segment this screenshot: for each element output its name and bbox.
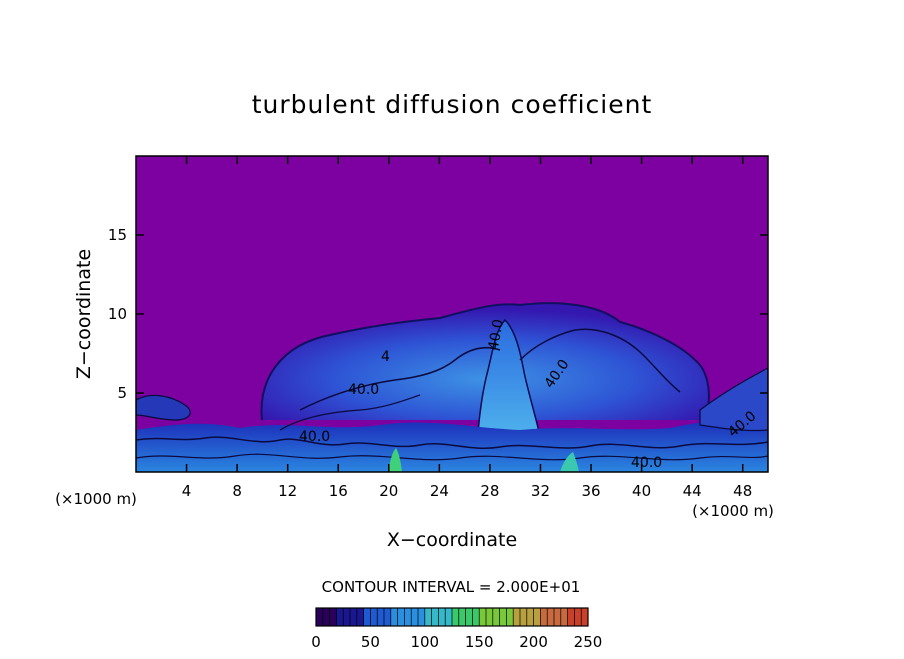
cloud-anvil-outline	[260, 302, 710, 421]
colorbar-cell	[499, 608, 507, 626]
colorbar-cell	[560, 608, 569, 626]
colorbar-tick-label: 0	[311, 633, 321, 651]
y-tick-label: 5	[117, 384, 127, 402]
x-tick-label: 36	[581, 482, 600, 500]
peak-region	[388, 448, 402, 472]
contour-label: 4	[381, 349, 390, 365]
colorbar-cell	[363, 608, 371, 626]
colorbar-cell	[486, 608, 494, 626]
colorbar-cell	[581, 608, 589, 626]
colorbar-cell	[540, 608, 548, 626]
colorbar-cell	[424, 608, 433, 626]
x-axis-label: X−coordinate	[387, 529, 517, 551]
x-tick-label: 32	[531, 482, 550, 500]
x-tick-label: 4	[182, 482, 192, 500]
x-tick-label: 16	[329, 482, 348, 500]
colorbar-cell	[547, 608, 555, 626]
x-tick-label: 12	[278, 482, 297, 500]
colorbar-frame	[315, 607, 589, 627]
colorbar-cell	[404, 608, 412, 626]
inner-contour	[299, 347, 501, 411]
colorbar-cell	[356, 608, 365, 626]
right-feature	[699, 367, 768, 432]
contour-label: 40.0	[299, 429, 330, 445]
colorbar-tick-label: 150	[465, 633, 494, 651]
x-tick-label: 48	[733, 482, 752, 500]
colorbar-cell	[554, 608, 562, 626]
inner-contour-3	[279, 394, 421, 431]
chart-title: turbulent diffusion coefficient	[252, 90, 653, 119]
x-unit-left: (×1000 m)	[55, 490, 137, 508]
x-tick-label: 20	[379, 482, 398, 500]
boundary-contour-2	[136, 453, 768, 461]
colorbar-cell	[316, 608, 324, 626]
x-tick-label: 24	[430, 482, 449, 500]
x-tick-label: 40	[632, 482, 651, 500]
contour-label: 40.0	[348, 382, 379, 398]
colorbar-cell	[574, 608, 582, 626]
colorbar-tick-label: 100	[410, 633, 439, 651]
colorbar-cell	[438, 608, 446, 626]
colorbar-cell	[513, 608, 521, 626]
colorbar-cell	[384, 608, 392, 626]
colorbar-cell	[506, 608, 514, 626]
colorbar-cell	[567, 608, 575, 626]
colorbar-cell	[465, 608, 473, 626]
colorbar-cell	[418, 608, 426, 626]
colorbar-cell	[336, 608, 344, 626]
colorbar-tick-label: 250	[574, 633, 603, 651]
x-axis-ticks: 4 8 12 16 20 24 28 32 36 40 44 48	[182, 156, 752, 500]
x-unit-right: (×1000 m)	[692, 502, 774, 520]
colorbar-cell	[492, 608, 501, 626]
y-axis-ticks: 5 10 15	[108, 226, 768, 402]
colorbar-cell	[411, 608, 419, 626]
colorbar-cell	[397, 608, 405, 626]
plot-area	[136, 156, 768, 472]
updraft-outline	[474, 318, 549, 472]
colorbar-cell	[377, 608, 385, 626]
colorbar-ticks: 0 50 100 150 200 250	[311, 633, 602, 651]
colorbar-cell	[526, 608, 535, 626]
colorbar-cell	[452, 608, 460, 626]
colorbar-cell	[322, 608, 331, 626]
colorbar-cell	[390, 608, 399, 626]
y-tick-label: 15	[108, 226, 127, 244]
colorbar-cell	[445, 608, 453, 626]
contour-label: 40.0	[486, 318, 507, 351]
cloud-anvil	[261, 303, 709, 420]
colorbar-tick-label: 200	[519, 633, 548, 651]
colorbar-cell	[350, 608, 358, 626]
colorbar-cell	[458, 608, 467, 626]
x-tick-label: 28	[480, 482, 499, 500]
colorbar-cell	[329, 608, 337, 626]
boundary-contour	[136, 436, 768, 449]
contour-label: 40.0	[631, 455, 662, 471]
colorbar-cell	[479, 608, 487, 626]
x-tick-label: 8	[232, 482, 242, 500]
x-tick-label: 44	[683, 482, 702, 500]
peak-region-2	[560, 452, 579, 472]
inner-contour-2	[519, 328, 681, 393]
colorbar-cell	[431, 608, 439, 626]
colorbar	[315, 607, 589, 627]
colorbar-cell	[370, 608, 378, 626]
colorbar-cell	[472, 608, 480, 626]
colorbar-cell	[520, 608, 528, 626]
colorbar-tick-label: 50	[361, 633, 380, 651]
y-tick-label: 10	[108, 305, 127, 323]
colorbar-cell	[533, 608, 541, 626]
contour-interval: CONTOUR INTERVAL = 2.000E+01	[322, 578, 581, 596]
y-axis-label: Z−coordinate	[73, 249, 95, 379]
left-feature	[136, 394, 191, 421]
contour-labels: 4 40.0 40.0 40.0 40.0 40.0 40.0	[299, 318, 759, 471]
colorbar-cell	[343, 608, 351, 626]
